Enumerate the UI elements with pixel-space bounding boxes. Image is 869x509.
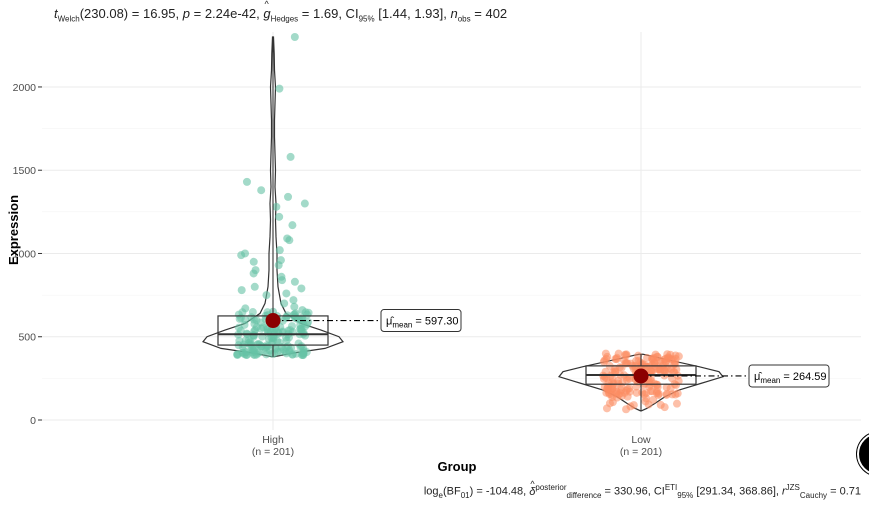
data-point xyxy=(653,352,662,361)
data-point xyxy=(274,261,283,270)
data-point xyxy=(661,357,670,366)
data-point xyxy=(297,284,306,293)
data-point xyxy=(622,350,631,359)
data-point xyxy=(632,388,641,397)
data-point xyxy=(297,326,306,335)
data-point xyxy=(300,199,309,208)
data-point xyxy=(241,315,250,324)
mean-label-box xyxy=(380,309,462,333)
data-point xyxy=(280,299,289,308)
data-point xyxy=(613,393,622,402)
data-point xyxy=(648,387,657,396)
y-tick-label: 0 xyxy=(30,415,36,427)
data-point xyxy=(285,236,294,245)
data-point xyxy=(622,405,631,414)
y-tick-label: 1000 xyxy=(13,248,37,260)
data-point xyxy=(284,192,293,201)
violin-high xyxy=(202,36,344,358)
x-tick-count: (n = 201) xyxy=(620,446,662,458)
data-point xyxy=(264,335,273,344)
y-tick-label: 2000 xyxy=(13,82,37,94)
data-point xyxy=(249,269,258,278)
mean-markers: μ̂mean = 597.30 μ̂mean = 264.59 xyxy=(265,309,830,388)
y-tick-label: 500 xyxy=(18,332,36,344)
chart-title: tWelch(230.08) = 16.95, p = 2.24e-42, gH… xyxy=(54,0,507,24)
data-point xyxy=(290,302,299,311)
mean-label: μ̂mean = 264.59 xyxy=(754,371,827,385)
mean-point xyxy=(633,368,649,384)
chart-subtitle: loge(BF01) = -104.48, δposteriordifferen… xyxy=(424,479,861,500)
data-point xyxy=(649,395,658,404)
data-point xyxy=(625,384,634,393)
data-point xyxy=(611,367,620,376)
x-tick-label: Low xyxy=(631,434,651,446)
data-point xyxy=(237,251,246,260)
x-tick-label: High xyxy=(262,434,284,446)
data-point xyxy=(602,374,611,383)
y-tick-label: 1500 xyxy=(13,165,37,177)
x-axis: High(n = 201)Low(n = 201) xyxy=(252,434,662,458)
data-point xyxy=(275,246,284,255)
data-point xyxy=(289,296,298,305)
data-point xyxy=(647,367,656,376)
data-point xyxy=(248,348,257,357)
data-point xyxy=(237,286,246,295)
data-point xyxy=(282,289,291,298)
data-point xyxy=(601,367,610,376)
data-point xyxy=(249,257,258,266)
data-point xyxy=(278,276,287,285)
y-axis: 0 500 1000 1500 2000 xyxy=(13,82,42,427)
data-point xyxy=(672,381,681,390)
data-point xyxy=(666,350,675,359)
data-point xyxy=(242,177,251,186)
data-point xyxy=(653,380,662,389)
data-point xyxy=(656,400,665,409)
data-point xyxy=(288,350,297,359)
data-point xyxy=(275,84,284,93)
mean-label: μ̂mean = 597.30 xyxy=(386,316,459,330)
data-point xyxy=(603,352,612,361)
mean-label-box xyxy=(748,364,830,388)
data-point xyxy=(299,344,308,353)
data-point xyxy=(250,282,259,291)
data-point xyxy=(252,316,261,325)
data-point xyxy=(272,202,281,211)
data-point xyxy=(671,390,680,399)
data-point xyxy=(241,348,250,357)
data-point xyxy=(288,221,297,230)
data-point xyxy=(241,304,250,313)
data-point xyxy=(262,291,271,300)
data-point xyxy=(290,277,299,286)
gridlines xyxy=(42,32,861,430)
data-point xyxy=(286,152,295,161)
x-tick-count: (n = 201) xyxy=(252,446,294,458)
data-point xyxy=(298,306,307,315)
data-point xyxy=(674,352,683,361)
data-point xyxy=(607,385,616,394)
x-axis-title: Group xyxy=(438,459,477,474)
data-point xyxy=(672,399,681,408)
mean-point xyxy=(265,313,281,329)
data-point xyxy=(275,212,284,221)
y-axis-title: Expression xyxy=(6,195,21,265)
data-point xyxy=(662,383,671,392)
scatter-points xyxy=(233,32,683,414)
data-point xyxy=(622,375,631,384)
data-point xyxy=(304,317,313,326)
data-point xyxy=(233,351,242,360)
data-point xyxy=(290,32,299,41)
data-point xyxy=(612,353,621,362)
data-point xyxy=(257,186,266,195)
